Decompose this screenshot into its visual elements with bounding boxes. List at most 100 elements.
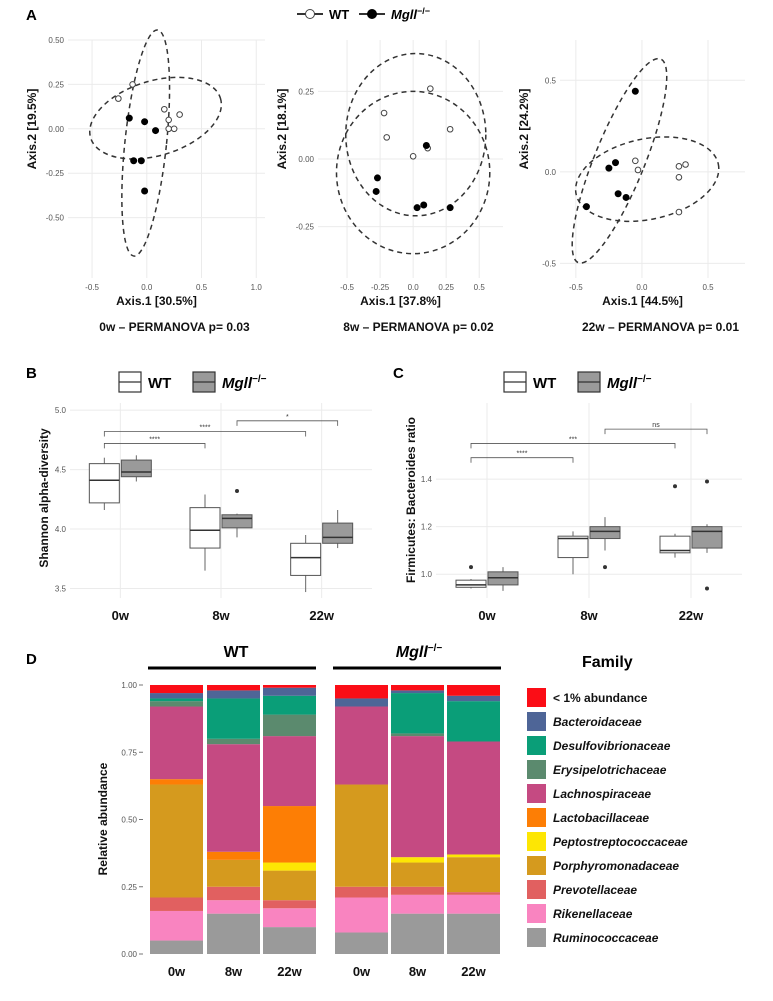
stack-segment bbox=[391, 862, 444, 887]
x-category-label: 0w bbox=[478, 608, 496, 623]
stack-segment bbox=[335, 897, 388, 933]
ko-point bbox=[372, 187, 380, 195]
stack-segment bbox=[150, 779, 203, 785]
panel-letter-b: B bbox=[26, 365, 37, 382]
y-tick-label: 0.00 bbox=[121, 950, 137, 959]
stack-segment bbox=[207, 851, 260, 860]
y-tick-label: 5.0 bbox=[55, 406, 67, 415]
ko-point bbox=[373, 174, 381, 182]
stack-segment bbox=[150, 784, 203, 898]
significance-label: **** bbox=[149, 436, 160, 443]
wt-point bbox=[170, 125, 178, 133]
family-legend-label: < 1% abundance bbox=[553, 691, 648, 705]
panel-c-legend: WT Mgll−/− bbox=[503, 371, 652, 393]
legend-ko-name: Mgll bbox=[391, 7, 417, 22]
family-legend-swatch bbox=[527, 808, 546, 827]
legend-ko-sup: −/− bbox=[417, 6, 430, 16]
stack-segment bbox=[150, 693, 203, 699]
box-body bbox=[691, 526, 723, 549]
y-tick-label: 3.5 bbox=[55, 584, 67, 593]
ko-point bbox=[631, 87, 639, 95]
x-tick-label: 1.0 bbox=[251, 283, 263, 292]
stack-segment bbox=[263, 927, 316, 954]
x-category-label: 0w bbox=[112, 608, 130, 623]
x-tick-label: 0.5 bbox=[702, 283, 714, 292]
panel-b-legend: WT Mgll−/− bbox=[118, 371, 267, 393]
stack-segment bbox=[207, 744, 260, 852]
y-tick-label: 1.2 bbox=[421, 523, 433, 532]
family-legend-swatch bbox=[527, 856, 546, 875]
stack-segment bbox=[150, 698, 203, 702]
wt-ellipse bbox=[574, 136, 720, 223]
y-tick-label: 0.25 bbox=[298, 87, 314, 96]
y-tick-label: 1.00 bbox=[121, 681, 137, 690]
panel-d-group-ko-name: Mgll bbox=[396, 644, 429, 661]
y-tick-label: 0.50 bbox=[48, 36, 64, 45]
legend-c-ko-sup: −/− bbox=[637, 374, 652, 385]
ko-point bbox=[612, 159, 619, 167]
stack-segment bbox=[447, 894, 500, 914]
x-category-label: 8w bbox=[409, 964, 427, 979]
stack-segment bbox=[150, 910, 203, 941]
ko-point bbox=[141, 118, 149, 126]
stack-segment bbox=[207, 886, 260, 901]
stack-segment bbox=[263, 685, 316, 688]
y-tick-label: 1.0 bbox=[421, 570, 433, 579]
significance-label: **** bbox=[200, 425, 211, 432]
x-axis-label: Axis.1 [30.5%] bbox=[116, 294, 197, 308]
x-axis-label: Axis.1 [37.8%] bbox=[360, 294, 441, 308]
ko-point bbox=[152, 127, 160, 135]
family-legend-label: Lachnospiraceae bbox=[553, 787, 651, 801]
x-tick-label: -0.5 bbox=[569, 283, 583, 292]
family-legend-swatch bbox=[527, 760, 546, 779]
ko-point bbox=[446, 204, 454, 212]
stack-segment bbox=[207, 913, 260, 954]
legend-ko-marker bbox=[367, 9, 377, 19]
significance-bracket bbox=[604, 428, 708, 435]
y-tick-label: 0.00 bbox=[48, 125, 64, 134]
stack-segment bbox=[207, 738, 260, 745]
family-legend-label: Desulfovibrionaceae bbox=[553, 739, 671, 753]
wt-point bbox=[161, 105, 168, 113]
permanova-caption: 0w – PERMANOVA p= 0.03 bbox=[99, 320, 250, 334]
panel-a-legend: WT Mgll−/− bbox=[297, 6, 430, 22]
y-tick-label: 4.5 bbox=[55, 466, 67, 475]
x-tick-label: 0.5 bbox=[474, 283, 486, 292]
panel-letter-a: A bbox=[26, 7, 37, 24]
legend-wt-label: WT bbox=[329, 7, 349, 22]
box-body bbox=[120, 459, 152, 478]
stack-segment bbox=[263, 687, 316, 696]
legend-c-ko-name: Mgll bbox=[607, 375, 638, 392]
legend-c-ko-label: Mgll−/− bbox=[607, 374, 652, 392]
family-legend-swatch bbox=[527, 832, 546, 851]
stack-segment bbox=[335, 886, 388, 898]
x-category-label: 0w bbox=[168, 964, 186, 979]
wt-point bbox=[675, 163, 683, 170]
x-category-label: 8w bbox=[580, 608, 598, 623]
legend-b-ko-name: Mgll bbox=[222, 375, 253, 392]
ko-point bbox=[605, 164, 613, 172]
wt-point bbox=[675, 174, 683, 181]
family-legend-label: Ruminococcaceae bbox=[553, 931, 659, 945]
significance-bracket bbox=[103, 443, 206, 449]
wt-point bbox=[634, 166, 642, 174]
family-legend-title: Family bbox=[582, 654, 633, 671]
box-outlier bbox=[705, 586, 709, 591]
stack-segment bbox=[391, 894, 444, 914]
box-body bbox=[455, 579, 487, 588]
ko-ellipse bbox=[121, 29, 171, 257]
box-body bbox=[88, 463, 120, 504]
y-tick-label: 0.0 bbox=[545, 168, 557, 177]
stack-segment bbox=[335, 698, 388, 707]
y-tick-label: -0.25 bbox=[46, 169, 65, 178]
box-body bbox=[221, 514, 253, 529]
ko-point bbox=[614, 190, 622, 198]
y-tick-label: 4.0 bbox=[55, 525, 67, 534]
x-category-label: 8w bbox=[212, 608, 230, 623]
x-tick-label: 0.0 bbox=[408, 283, 420, 292]
ko-ellipse bbox=[571, 57, 668, 264]
pcoa-plot-0w: -0.5 0.0 0.5 1.0 0.50 0.25 0.00 -0.25 -0.50 Axis.… bbox=[25, 29, 265, 334]
legend-c-wt-label: WT bbox=[533, 375, 556, 392]
family-legend-label: Rikenellaceae bbox=[553, 907, 633, 921]
stack-segment bbox=[447, 695, 500, 702]
